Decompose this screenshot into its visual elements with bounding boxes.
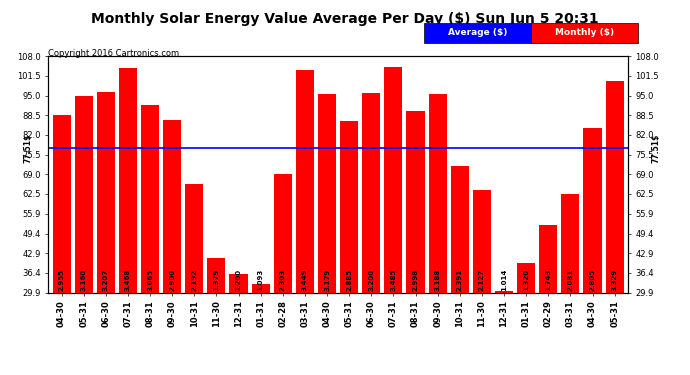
Bar	[141, 105, 159, 292]
Bar	[384, 67, 402, 292]
Bar	[406, 111, 424, 292]
Text: 1.093: 1.093	[257, 269, 264, 291]
Bar	[517, 263, 535, 292]
Text: 2.391: 2.391	[457, 269, 463, 291]
Text: 2.900: 2.900	[169, 269, 175, 291]
Bar	[163, 120, 181, 292]
Bar	[97, 92, 115, 292]
Bar	[52, 115, 70, 292]
Text: 2.081: 2.081	[567, 269, 573, 291]
Text: 77.51$: 77.51$	[651, 134, 660, 163]
Text: 2.192: 2.192	[191, 269, 197, 291]
Bar	[274, 174, 292, 292]
Bar	[362, 93, 380, 292]
Bar	[495, 291, 513, 292]
Bar	[230, 274, 248, 292]
Text: 2.885: 2.885	[346, 269, 352, 291]
Text: Average ($): Average ($)	[448, 28, 508, 38]
Text: Monthly ($): Monthly ($)	[555, 28, 614, 38]
Bar	[340, 121, 358, 292]
Text: 3.207: 3.207	[103, 269, 109, 291]
Bar	[606, 81, 624, 292]
Text: 3.449: 3.449	[302, 268, 308, 291]
Text: 3.485: 3.485	[391, 269, 397, 291]
Text: 3.200: 3.200	[368, 269, 374, 291]
Bar	[584, 128, 602, 292]
Text: 3.065: 3.065	[147, 269, 153, 291]
Bar	[451, 166, 469, 292]
Text: 3.160: 3.160	[81, 269, 87, 291]
Text: 3.329: 3.329	[611, 269, 618, 291]
Text: 2.805: 2.805	[589, 269, 595, 291]
Text: 3.188: 3.188	[435, 269, 441, 291]
Text: 1.200: 1.200	[235, 269, 242, 291]
Text: Copyright 2016 Cartronics.com: Copyright 2016 Cartronics.com	[48, 49, 179, 58]
Bar	[561, 194, 580, 292]
Text: 1.320: 1.320	[523, 269, 529, 291]
Text: 1.379: 1.379	[213, 269, 219, 291]
Bar	[185, 184, 204, 292]
Text: 2.998: 2.998	[413, 269, 419, 291]
Bar	[296, 70, 314, 292]
Bar	[473, 190, 491, 292]
Bar	[318, 94, 336, 292]
Bar	[252, 284, 270, 292]
Text: 2.955: 2.955	[59, 269, 65, 291]
Bar	[208, 258, 226, 292]
Text: 1.014: 1.014	[501, 268, 507, 291]
Text: 1.743: 1.743	[545, 268, 551, 291]
Bar	[119, 68, 137, 292]
Text: 2.127: 2.127	[479, 269, 485, 291]
Bar	[539, 225, 558, 292]
Text: Monthly Solar Energy Value Average Per Day ($) Sun Jun 5 20:31: Monthly Solar Energy Value Average Per D…	[91, 12, 599, 26]
Text: 3.179: 3.179	[324, 269, 330, 291]
Text: 77.51$: 77.51$	[24, 134, 33, 163]
Text: 3.468: 3.468	[125, 269, 131, 291]
Bar	[75, 96, 92, 292]
Bar	[428, 94, 446, 292]
Text: 2.303: 2.303	[279, 269, 286, 291]
